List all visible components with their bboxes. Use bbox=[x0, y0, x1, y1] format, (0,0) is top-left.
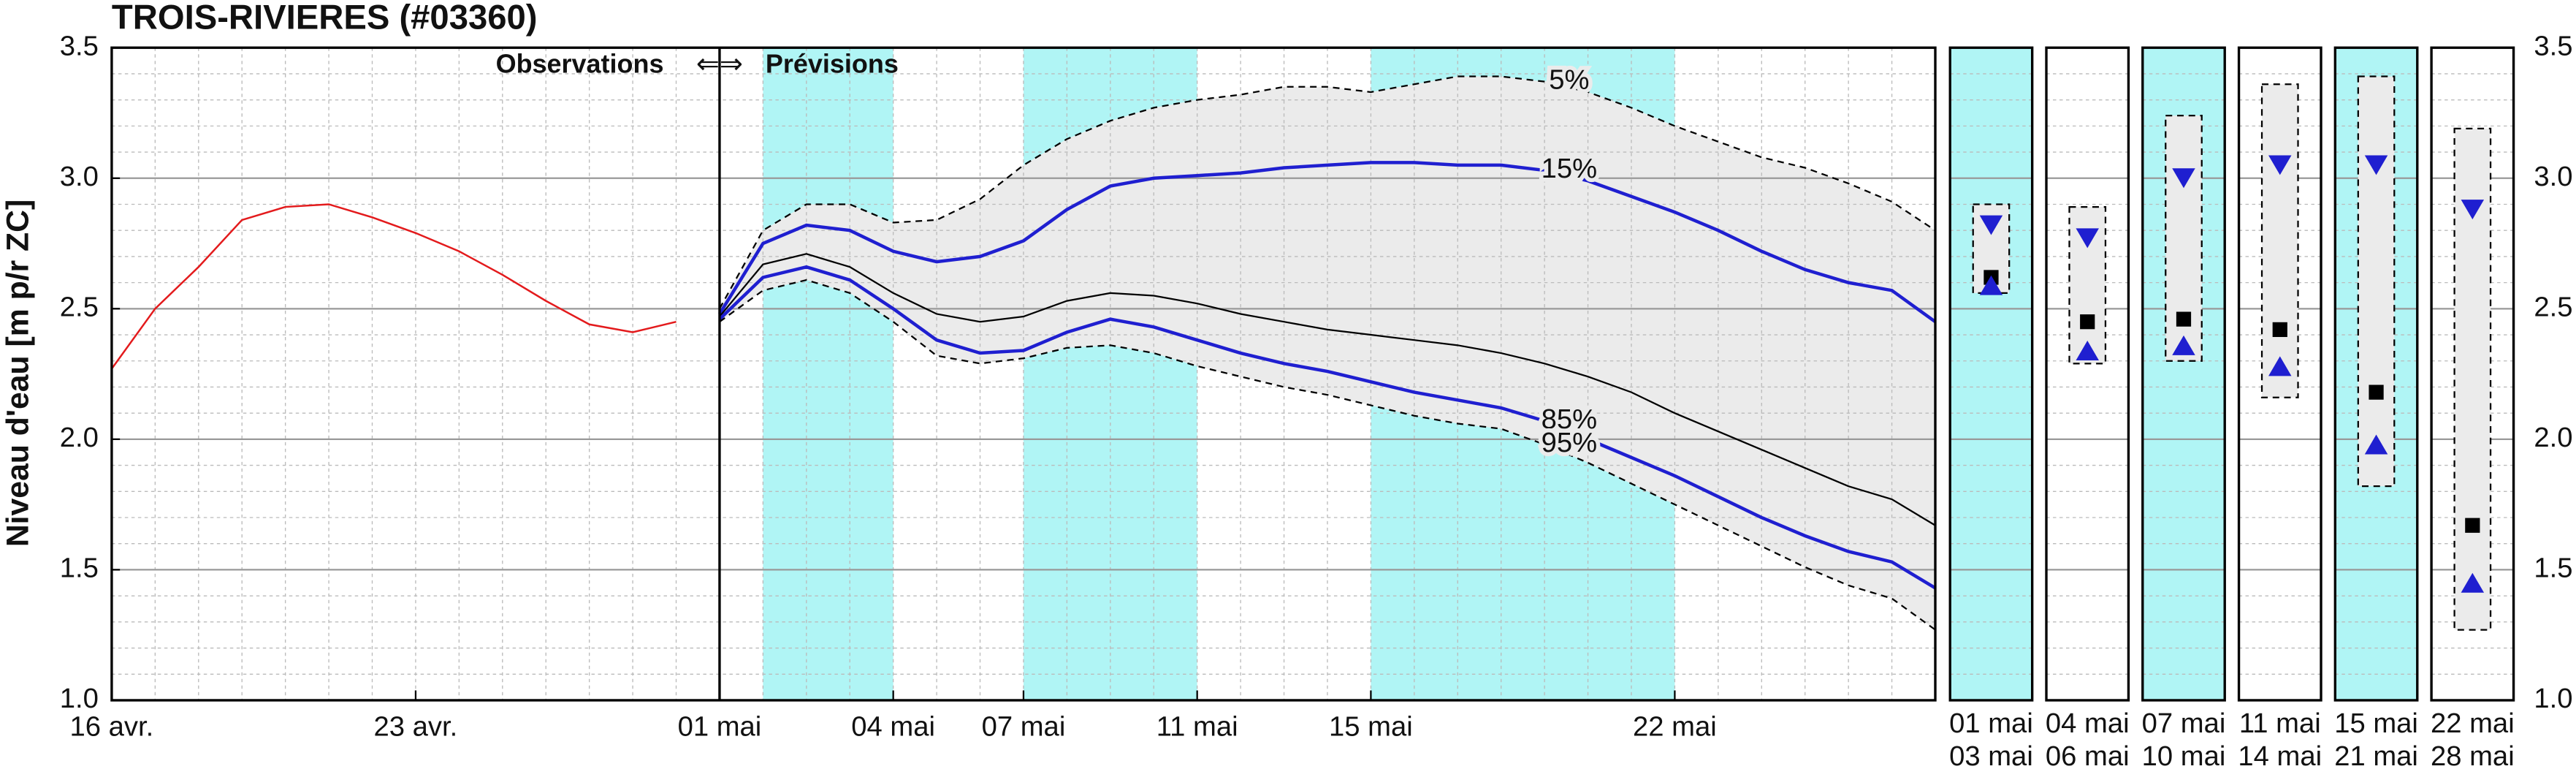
x-tick-label: 07 mai bbox=[982, 711, 1066, 742]
series-line bbox=[718, 161, 1937, 324]
y-axis-label: Niveau d'eau [m p/r ZC] bbox=[0, 200, 35, 547]
y-tick-label: 3.5 bbox=[60, 30, 99, 61]
y-tick-label: 2.5 bbox=[60, 291, 99, 322]
p85-marker bbox=[1979, 275, 2003, 295]
y-tick-label-right: 2.5 bbox=[2534, 291, 2572, 322]
panel-background bbox=[2046, 48, 2129, 700]
p15-marker bbox=[2461, 200, 2485, 220]
p15-marker bbox=[2364, 155, 2388, 175]
panel-frame bbox=[2045, 46, 2130, 702]
median-marker bbox=[2272, 322, 2287, 338]
period-start-label: 07 mai bbox=[2142, 708, 2226, 739]
period-end-label: 14 mai bbox=[2238, 740, 2322, 769]
observations-label: Observations bbox=[496, 48, 664, 78]
y-tick-label: 1.5 bbox=[60, 553, 99, 584]
shaded-period bbox=[763, 48, 893, 700]
y-tick-label: 1.0 bbox=[60, 683, 99, 714]
series-label: 95% bbox=[1542, 427, 1598, 458]
series-line bbox=[719, 279, 1936, 631]
panel-frame bbox=[2430, 46, 2515, 702]
y-tick-label-right: 3.5 bbox=[2534, 30, 2572, 61]
p85-marker bbox=[2172, 335, 2195, 355]
panel-frame bbox=[2237, 46, 2322, 702]
plot-layer: 1.0 1.0 1.5 1.5 2.0 2.0 2.5 2.5 3.0 3.0 3.5 3.5 16 a… bbox=[60, 30, 2573, 769]
x-tick-label: 16 avr. bbox=[70, 711, 154, 742]
period-end-label: 06 mai bbox=[2046, 740, 2130, 769]
x-tick-label: 15 mai bbox=[1329, 711, 1413, 742]
plot-frame bbox=[110, 46, 1937, 702]
series-line bbox=[718, 265, 1937, 590]
panel-frame bbox=[2141, 46, 2226, 702]
period-end-label: 10 mai bbox=[2142, 740, 2226, 769]
series-label: 15% bbox=[1542, 153, 1598, 184]
forecast-label: Prévisions bbox=[766, 48, 899, 78]
arrows-label: ⇐⇒ bbox=[696, 48, 743, 80]
y-tick-label: 3.0 bbox=[60, 161, 99, 192]
x-tick-label: 23 avr. bbox=[374, 711, 458, 742]
period-start-label: 22 mai bbox=[2431, 708, 2515, 739]
p85-marker bbox=[2076, 340, 2099, 360]
y-tick-label-right: 3.0 bbox=[2534, 161, 2572, 192]
p15-marker bbox=[1979, 215, 2003, 235]
period-start-label: 15 mai bbox=[2334, 708, 2418, 739]
y-tick-label-right: 1.5 bbox=[2534, 553, 2572, 584]
period-end-label: 28 mai bbox=[2431, 740, 2515, 769]
range-box bbox=[2357, 75, 2396, 488]
y-tick-label: 2.0 bbox=[60, 422, 99, 453]
series-line bbox=[110, 203, 677, 370]
panel-frame bbox=[1948, 46, 2034, 702]
x-tick-label: 11 mai bbox=[1156, 711, 1238, 742]
series-label: 5% bbox=[1549, 64, 1589, 96]
p15-marker bbox=[2268, 155, 2292, 175]
series-line bbox=[719, 253, 1936, 526]
y-tick-label-right: 1.0 bbox=[2534, 683, 2572, 714]
x-tick-label: 01 mai bbox=[678, 711, 762, 742]
panel-frame bbox=[2333, 46, 2419, 702]
p85-marker bbox=[2461, 572, 2485, 593]
p85-marker bbox=[2268, 356, 2292, 376]
chart-title: TROIS-RIVIERES (#03360) bbox=[112, 0, 538, 37]
period-start-label: 01 mai bbox=[1949, 708, 2033, 739]
panel-background bbox=[1950, 48, 2032, 700]
y-tick-label-right: 2.0 bbox=[2534, 422, 2572, 453]
x-tick-label: 22 mai bbox=[1633, 711, 1717, 742]
period-end-label: 21 mai bbox=[2334, 740, 2418, 769]
period-end-label: 03 mai bbox=[1949, 740, 2033, 769]
period-start-label: 11 mai bbox=[2239, 708, 2321, 739]
p15-marker bbox=[2172, 168, 2195, 189]
median-marker bbox=[2080, 314, 2095, 330]
p85-marker bbox=[2364, 434, 2388, 455]
median-marker bbox=[2369, 384, 2384, 400]
series-label: 85% bbox=[1542, 404, 1598, 435]
p15-marker bbox=[2076, 228, 2099, 249]
series-line bbox=[718, 75, 1936, 309]
median-marker bbox=[2176, 311, 2192, 327]
period-start-label: 04 mai bbox=[2046, 708, 2130, 739]
median-marker bbox=[2465, 518, 2480, 533]
x-tick-label: 04 mai bbox=[851, 711, 935, 742]
range-box bbox=[2260, 83, 2299, 398]
